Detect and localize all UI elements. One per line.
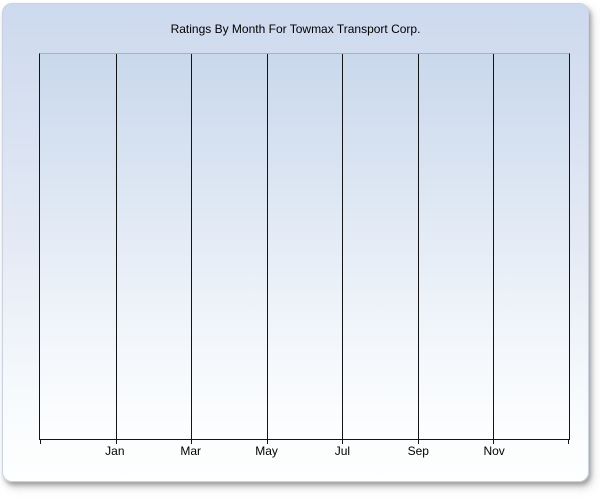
gridline-mar xyxy=(191,54,193,439)
gridline-nov xyxy=(493,54,495,439)
x-axis-label-sep: Sep xyxy=(407,444,429,458)
gridline-sep xyxy=(417,54,419,439)
chart-panel: Ratings By Month For Towmax Transport Co… xyxy=(2,3,589,482)
gridline-jan xyxy=(115,54,117,439)
x-axis-label-may: May xyxy=(255,444,278,458)
x-axis-label-jul: Jul xyxy=(334,444,351,458)
x-axis-tick xyxy=(191,439,193,444)
x-axis-label-nov: Nov xyxy=(483,444,505,458)
gridline-may xyxy=(266,54,268,439)
plot-area xyxy=(39,53,570,444)
x-axis-labels: Jan Mar May Jul Sep Nov xyxy=(39,444,570,460)
x-axis-tick xyxy=(342,439,344,444)
gridline-jul xyxy=(342,54,344,439)
chart-title: Ratings By Month For Towmax Transport Co… xyxy=(170,22,421,36)
x-axis-tick xyxy=(115,439,117,444)
x-axis-label-mar: Mar xyxy=(180,444,202,458)
x-axis-tick xyxy=(568,439,569,444)
x-axis-tick xyxy=(40,439,41,444)
x-axis-label-jan: Jan xyxy=(105,444,125,458)
x-axis-tick xyxy=(417,439,419,444)
x-axis-tick xyxy=(493,439,495,444)
x-axis-tick xyxy=(266,439,268,444)
